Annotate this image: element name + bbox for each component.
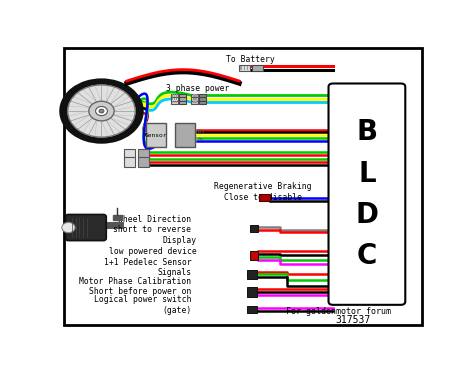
Bar (146, 123, 166, 147)
Bar (196, 101, 198, 103)
Bar (259, 194, 271, 201)
Bar (199, 97, 206, 100)
Bar (174, 98, 175, 100)
Bar (192, 101, 194, 103)
Wedge shape (59, 78, 144, 144)
Bar (196, 94, 198, 97)
Text: Logical power switch
(gate): Logical power switch (gate) (94, 296, 191, 315)
Circle shape (96, 107, 108, 115)
Bar (176, 98, 177, 100)
Bar (176, 101, 177, 103)
Text: 3 phase power: 3 phase power (166, 84, 229, 93)
Bar (179, 94, 186, 97)
Bar (194, 101, 196, 103)
Bar (191, 94, 198, 97)
Bar (246, 306, 257, 313)
Bar (252, 65, 263, 71)
Bar (176, 94, 177, 97)
Circle shape (62, 223, 75, 233)
Bar (171, 97, 178, 100)
Bar (171, 94, 178, 97)
Bar (175, 123, 195, 147)
Polygon shape (112, 215, 122, 220)
Bar (246, 270, 257, 279)
Bar (199, 94, 206, 97)
Text: 1+1 Pedelec Sensor
Signals: 1+1 Pedelec Sensor Signals (104, 258, 191, 277)
FancyBboxPatch shape (65, 214, 106, 241)
Bar (174, 101, 175, 103)
Bar (171, 100, 178, 104)
Text: 0v: 0v (198, 137, 204, 142)
Bar (239, 65, 250, 71)
Bar (196, 98, 198, 100)
Text: Wheel Direction
short to reverse: Wheel Direction short to reverse (113, 215, 191, 234)
Circle shape (68, 85, 135, 137)
Text: Display
low powered device: Display low powered device (109, 236, 197, 256)
Bar (192, 94, 194, 97)
Bar (191, 100, 198, 104)
Bar (246, 287, 257, 297)
FancyBboxPatch shape (328, 83, 405, 305)
Bar (240, 66, 242, 70)
Bar (179, 100, 186, 104)
Circle shape (89, 101, 114, 121)
Bar (174, 94, 175, 97)
Text: B
L
D
C: B L D C (356, 118, 378, 270)
Text: 317537: 317537 (336, 315, 371, 325)
Circle shape (99, 109, 104, 113)
Bar (124, 157, 135, 167)
Text: Regenerative Braking
Close to disable: Regenerative Braking Close to disable (214, 182, 312, 202)
Text: To Battery: To Battery (226, 55, 274, 65)
Bar (192, 98, 194, 100)
Bar (138, 157, 149, 167)
Bar (244, 66, 246, 70)
Text: For goldenmotor forum: For goldenmotor forum (286, 307, 391, 317)
Bar (194, 98, 196, 100)
Bar (199, 100, 206, 104)
Text: 45v: 45v (196, 129, 206, 134)
Bar (124, 149, 135, 159)
Bar (179, 97, 186, 100)
Bar (246, 66, 248, 70)
Text: Motor Phase Calibration
Short before power on: Motor Phase Calibration Short before pow… (79, 277, 191, 296)
Bar (194, 94, 196, 97)
Bar (191, 97, 198, 100)
Bar (250, 225, 258, 231)
Text: Sensor: Sensor (145, 133, 167, 138)
Bar (250, 251, 258, 260)
Bar (138, 149, 149, 159)
